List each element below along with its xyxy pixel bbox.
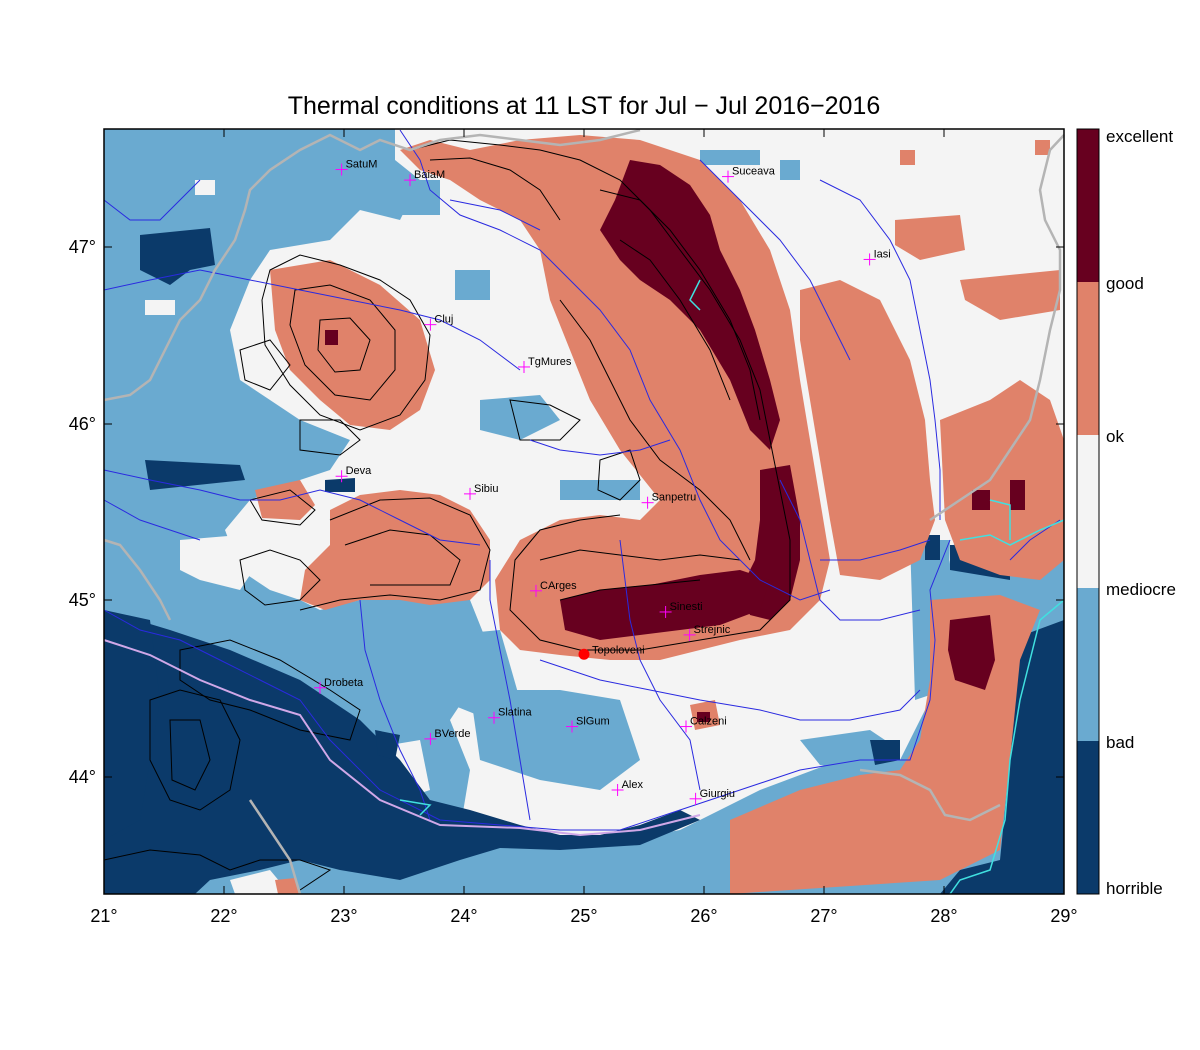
station-baiam: BaiaM (404, 169, 445, 187)
station-giurgiu: Giurgiu (689, 788, 735, 805)
x-tick-label: 22° (210, 906, 237, 926)
station-label: Cluj (434, 314, 453, 326)
station-tgmures: TgMures (518, 356, 572, 373)
station-slgum: SlGum (566, 716, 610, 733)
station-label: BVerde (434, 728, 470, 740)
y-tick-label: 45° (69, 590, 96, 610)
legend-frame (1076, 128, 1100, 895)
station-markers: SatuM BaiaM Suceava Iasi Cluj TgMures Deva Sibi… (314, 159, 891, 805)
station-label: Sibiu (474, 483, 498, 495)
legend-label: bad (1106, 733, 1134, 752)
country-borders (103, 128, 1065, 895)
legend-label: ok (1106, 427, 1124, 446)
station-label: Slatina (498, 707, 533, 719)
station-deva: Deva (335, 465, 373, 483)
danube-outline (103, 639, 701, 837)
x-tick-label: 24° (450, 906, 477, 926)
y-tick-label: 47° (69, 237, 96, 257)
station-label: BaiaM (414, 169, 445, 181)
legend-label: good (1106, 274, 1144, 293)
station-label: Alex (622, 779, 644, 791)
station-label: Drobeta (324, 677, 364, 689)
station-sinesti: Sinesti (659, 601, 703, 618)
legend-swatch-bad (1077, 741, 1099, 894)
station-label: Iasi (874, 248, 891, 260)
legend-swatch-mediocre (1077, 588, 1099, 741)
station-label: Sinesti (670, 601, 703, 613)
station-label: Sanpetru (652, 492, 697, 504)
station-strejnic: Strejnic (683, 624, 731, 641)
x-tick-label: 26° (690, 906, 717, 926)
station-bverde: BVerde (424, 728, 470, 745)
station-carges: CArges (530, 580, 577, 597)
x-tick-label: 21° (90, 906, 117, 926)
station-label: SatuM (346, 159, 378, 171)
station-alex: Alex (611, 779, 644, 797)
legend-label: excellent (1106, 127, 1173, 146)
station-label: Giurgiu (700, 788, 735, 800)
map-title: Thermal conditions at 11 LST for Jul − J… (287, 92, 881, 120)
x-tick-label: 23° (330, 906, 357, 926)
x-tick-label: 25° (570, 906, 597, 926)
x-tick-label: 27° (810, 906, 837, 926)
legend-label: mediocre (1106, 580, 1176, 599)
station-satum: SatuM (335, 159, 378, 176)
rivers (103, 129, 1061, 831)
legend-swatch-ok (1077, 435, 1099, 588)
station-label: Deva (346, 465, 373, 477)
thermal-field (104, 129, 1064, 894)
highlight-label: Topoloveni (592, 644, 645, 656)
x-tick-label: 28° (930, 906, 957, 926)
legend-colorbar: excellent good ok mediocre bad horrible (1076, 127, 1176, 898)
station-label: SlGum (576, 716, 610, 728)
station-suceava: Suceava (722, 166, 776, 183)
y-tick-label: 44° (69, 767, 96, 787)
station-label: Suceava (732, 166, 776, 178)
highlight-dot (578, 648, 590, 660)
x-tick-label: 29° (1050, 906, 1077, 926)
station-label: Calzeni (690, 716, 727, 728)
legend-swatch-excellent (1077, 129, 1099, 282)
station-sanpetru: Sanpetru (641, 492, 697, 509)
station-sibiu: Sibiu (464, 483, 498, 500)
y-tick-label: 46° (69, 414, 96, 434)
highlight-location: Topoloveni (578, 644, 645, 660)
station-iasi: Iasi (863, 248, 891, 266)
legend-swatch-good (1077, 282, 1099, 435)
frame-ticks (104, 129, 1064, 894)
station-calzeni: Calzeni (680, 716, 727, 733)
y-axis: 44° 45° 46° 47° (69, 237, 96, 787)
station-label: CArges (540, 580, 577, 592)
x-axis: 21° 22° 23° 24° 25° 26° 27° 28° 29° (90, 906, 1077, 926)
coastline (399, 279, 1065, 895)
station-slatina: Slatina (488, 707, 533, 724)
station-drobeta: Drobeta (314, 677, 364, 694)
station-label: Strejnic (694, 624, 731, 636)
station-cluj: Cluj (424, 314, 453, 331)
elevation-contours (103, 139, 791, 891)
station-label: TgMures (528, 356, 572, 368)
legend-label: horrible (1106, 879, 1163, 898)
